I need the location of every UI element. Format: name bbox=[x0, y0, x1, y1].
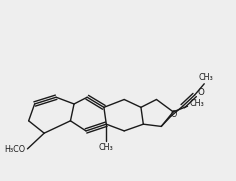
Text: O: O bbox=[197, 88, 204, 97]
Text: H₃CO: H₃CO bbox=[4, 146, 25, 155]
Text: CH₃: CH₃ bbox=[190, 100, 205, 108]
Text: O: O bbox=[170, 110, 176, 119]
Text: CH₃: CH₃ bbox=[99, 143, 114, 152]
Text: CH₃: CH₃ bbox=[198, 73, 213, 81]
